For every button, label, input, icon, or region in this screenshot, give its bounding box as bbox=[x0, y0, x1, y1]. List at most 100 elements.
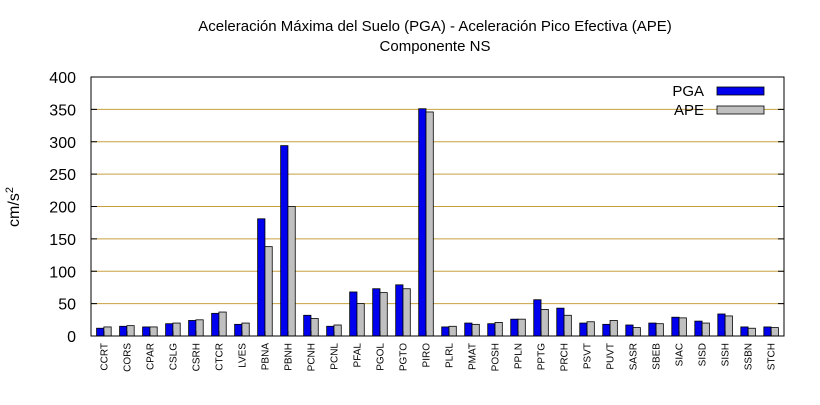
bar-ape-csrh bbox=[195, 319, 204, 337]
bar-ape-posh bbox=[494, 322, 503, 337]
bar-pga-csrh bbox=[188, 320, 197, 337]
bar-ape-pgol bbox=[379, 292, 388, 337]
x-tick-label: SISH bbox=[721, 343, 732, 366]
bar-ape-sbeb bbox=[655, 323, 664, 337]
bar-ape-pbnh bbox=[287, 206, 296, 337]
x-tick-label: LVES bbox=[237, 343, 248, 368]
x-axis: CCRT CORS CPAR CSLG CSRH CTCR LVES PBNA PBNH PCNH… bbox=[99, 331, 778, 372]
bar-ape-pptg bbox=[540, 309, 549, 337]
bar-pga-pbnh bbox=[280, 145, 289, 337]
bar-pga-prch bbox=[556, 307, 565, 337]
x-tick-label: PFAL bbox=[352, 343, 363, 368]
bar-ape-psvt bbox=[586, 321, 595, 337]
x-tick-label: PPTG bbox=[537, 343, 548, 370]
y-axis: 0 50 100 150 200 250 300 350 400 bbox=[49, 70, 784, 346]
y-tick-label: 50 bbox=[58, 297, 76, 314]
legend-swatch-pga bbox=[716, 86, 765, 96]
bar-ape-piro bbox=[425, 111, 434, 337]
x-tick-label: CTCR bbox=[214, 343, 225, 371]
bar-pga-ctcr bbox=[211, 312, 220, 337]
bar-pga-ssbn bbox=[740, 326, 749, 337]
x-tick-label: PCNL bbox=[329, 343, 340, 370]
bar-pga-sasr bbox=[625, 324, 634, 337]
legend-label-ape: APE bbox=[674, 102, 704, 119]
y-axis-label-exponent: 2 bbox=[4, 187, 16, 193]
bar-ape-cors bbox=[126, 325, 135, 337]
bar-ape-siac bbox=[678, 317, 687, 337]
bar-ape-pbna bbox=[264, 246, 273, 337]
x-tick-label: PGOL bbox=[375, 343, 386, 371]
x-tick-label: CSLG bbox=[168, 343, 179, 370]
bar-ape-prch bbox=[563, 314, 572, 337]
y-axis-label-unit: cm/s bbox=[6, 193, 23, 227]
bar-pga-stch bbox=[763, 326, 772, 337]
chart-subtitle: Componente NS bbox=[380, 38, 491, 55]
bar-pga-puvt bbox=[602, 323, 611, 337]
x-tick-label: PMAT bbox=[468, 343, 479, 370]
x-tick-label: POSH bbox=[491, 343, 502, 371]
bar-pga-posh bbox=[487, 323, 496, 337]
chart-title: Aceleración Máxima del Suelo (PGA) - Ace… bbox=[198, 18, 672, 35]
y-tick-label: 200 bbox=[49, 200, 76, 217]
x-tick-label: CPAR bbox=[145, 343, 156, 370]
x-tick-label: PSVT bbox=[583, 343, 594, 369]
x-tick-label: SIAC bbox=[675, 343, 686, 366]
x-tick-label: PPLN bbox=[514, 343, 525, 369]
bar-ape-sisd bbox=[701, 322, 710, 337]
bar-ape-plrl bbox=[448, 325, 457, 337]
bar-ape-ctcr bbox=[218, 311, 227, 337]
bars bbox=[96, 108, 779, 337]
bar-pga-cslg bbox=[165, 323, 174, 337]
bar-pga-cors bbox=[119, 325, 128, 337]
y-tick-label: 350 bbox=[49, 102, 76, 119]
bar-pga-siac bbox=[671, 316, 680, 337]
bar-ape-ccrt bbox=[103, 326, 112, 337]
y-tick-label: 400 bbox=[49, 70, 76, 87]
y-tick-label: 300 bbox=[49, 135, 76, 152]
bar-pga-plrl bbox=[441, 326, 450, 337]
bar-pga-pcnh bbox=[303, 314, 312, 337]
bar-pga-psvt bbox=[579, 322, 588, 337]
legend-swatch-ape bbox=[716, 105, 765, 115]
bar-pga-ppln bbox=[510, 318, 519, 337]
legend-label-pga: PGA bbox=[672, 83, 704, 100]
bar-pga-sbeb bbox=[648, 322, 657, 337]
bar-pga-pgol bbox=[372, 288, 381, 337]
bar-ape-sasr bbox=[632, 327, 641, 337]
bar-ape-ppln bbox=[517, 318, 526, 337]
bar-ape-puvt bbox=[609, 320, 618, 337]
y-tick-label: 150 bbox=[49, 232, 76, 249]
bar-pga-pmat bbox=[464, 322, 473, 337]
x-tick-label: PBNH bbox=[283, 343, 294, 371]
grid-lines bbox=[91, 108, 784, 305]
bar-pga-sisd bbox=[694, 320, 703, 337]
bar-ape-pcnl bbox=[333, 324, 342, 337]
y-axis-label: cm/s2 bbox=[4, 187, 23, 227]
y-tick-label: 250 bbox=[49, 167, 76, 184]
bar-pga-sish bbox=[717, 313, 726, 337]
x-tick-label: CSRH bbox=[191, 343, 202, 371]
x-tick-label: PLRL bbox=[445, 343, 456, 368]
bar-ape-ssbn bbox=[747, 327, 756, 337]
bar-pga-pgto bbox=[395, 284, 404, 337]
bar-ape-pgto bbox=[402, 288, 411, 337]
x-tick-label: PBNA bbox=[260, 343, 271, 371]
x-tick-label: SASR bbox=[629, 343, 640, 370]
y-tick-label: 100 bbox=[49, 264, 76, 281]
bar-pga-pbna bbox=[257, 218, 266, 337]
bar-pga-lves bbox=[234, 323, 243, 337]
bar-ape-stch bbox=[770, 327, 779, 337]
x-tick-label: SISD bbox=[698, 343, 709, 366]
x-tick-label: PCNH bbox=[306, 343, 317, 371]
y-tick-label: 0 bbox=[67, 329, 76, 346]
x-tick-label: PUVT bbox=[606, 343, 617, 370]
bar-ape-pcnh bbox=[310, 318, 319, 337]
bar-ape-lves bbox=[241, 322, 250, 337]
bar-pga-pcnl bbox=[326, 325, 335, 337]
bar-ape-pfal bbox=[356, 303, 365, 337]
bar-ape-cslg bbox=[172, 322, 181, 337]
bar-pga-ccrt bbox=[96, 327, 105, 337]
x-tick-label: SSBN bbox=[744, 343, 755, 370]
